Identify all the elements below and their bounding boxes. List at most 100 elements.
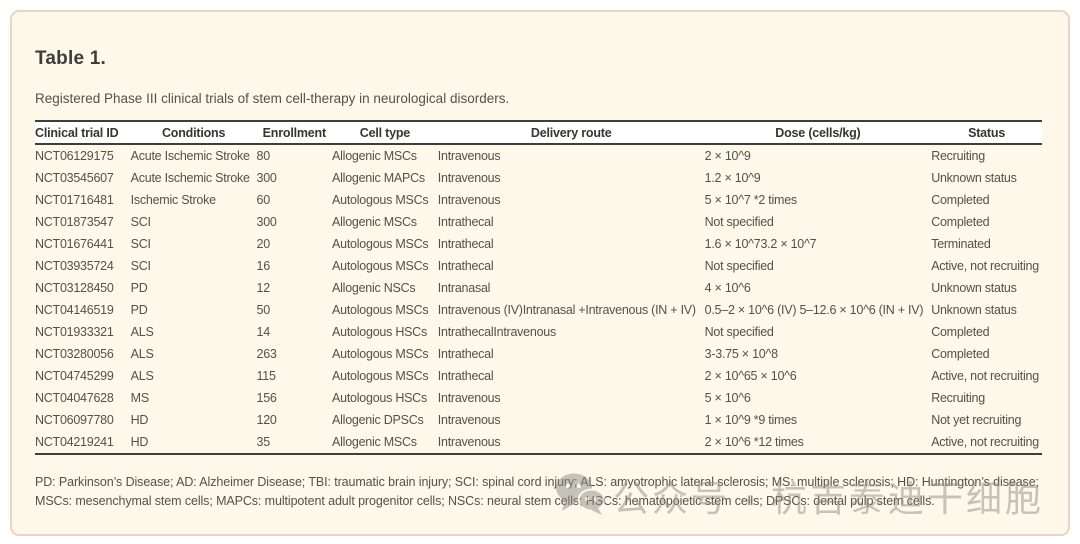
cell-delivery-route: Intranasal: [437, 281, 491, 295]
cell-dose: 0.5–2 × 10^6 (IV) 5–12.6 × 10^6 (IN + IV…: [704, 303, 924, 317]
cell-delivery-route: Intravenous: [437, 193, 501, 207]
cell-trial-id: NCT03280056: [35, 347, 114, 361]
cell-conditions: ALS: [130, 325, 154, 339]
cell-cell-type: Autologous HSCs: [332, 325, 427, 339]
table-row: NCT03280056 ALS 263 Autologous MSCs Intrathe…: [35, 343, 1042, 365]
cell-enrollment: 156: [256, 391, 277, 405]
cell-dose: 3-3.75 × 10^8: [704, 347, 778, 361]
cell-delivery-route: Intrathecal: [437, 369, 494, 383]
cell-delivery-route: Intrathecal: [437, 215, 494, 229]
cell-trial-id: NCT06097780: [35, 413, 114, 427]
cell-dose: 2 × 10^9: [704, 149, 751, 163]
cell-enrollment: 300: [256, 171, 277, 185]
cell-dose: 1 × 10^9 *9 times: [704, 413, 798, 427]
table-row: NCT03128450 PD 12 Allogenic NSCs Intranasal 4…: [35, 277, 1042, 299]
cell-enrollment: 50: [256, 303, 271, 317]
table-row: NCT04219241 HD 35 Allogenic MSCs Intravenous…: [35, 431, 1042, 455]
header-row: Clinical trial ID Conditions Enrollment …: [35, 120, 1042, 145]
cell-delivery-route: Intrathecal: [437, 237, 494, 251]
cell-conditions: SCI: [130, 215, 151, 229]
cell-dose: 2 × 10^65 × 10^6: [704, 369, 797, 383]
cell-trial-id: NCT04146519: [35, 303, 114, 317]
cell-cell-type: Allogenic MSCs: [332, 149, 417, 163]
cell-cell-type: Autologous HSCs: [332, 391, 427, 405]
table-header: Clinical trial ID Conditions Enrollment …: [35, 120, 1042, 145]
cell-status: Recruiting: [931, 391, 985, 405]
cell-delivery-route: Intrathecal: [437, 347, 494, 361]
table-footnote: PD: Parkinson’s Disease; AD: Alzheimer D…: [35, 475, 1039, 508]
cell-enrollment: 14: [256, 325, 271, 339]
cell-enrollment: 120: [256, 413, 277, 427]
cell-delivery-route: Intravenous: [437, 149, 501, 163]
cell-cell-type: Allogenic DPSCs: [332, 413, 424, 427]
col-header-cell-type: Cell type: [332, 120, 438, 145]
cell-status: Completed: [931, 215, 990, 229]
cell-enrollment: 35: [256, 431, 333, 455]
table-row: NCT01676441 SCI 20 Autologous MSCs Intrathec…: [35, 233, 1042, 255]
cell-conditions: PD: [130, 281, 148, 295]
cell-conditions: ALS: [130, 369, 154, 383]
cell-dose: 2 × 10^6 *12 times: [704, 431, 932, 455]
cell-conditions: HD: [130, 431, 257, 455]
table-title: Table 1.: [35, 48, 106, 69]
cell-status: Completed: [931, 193, 990, 207]
table-row: NCT04745299 ALS 115 Autologous MSCs Intrathe…: [35, 365, 1042, 387]
cell-dose: 4 × 10^6: [704, 281, 751, 295]
cell-status: Active, not recruiting: [931, 259, 1039, 273]
cell-delivery-route: Intrathecal: [437, 259, 494, 273]
cell-status: Not yet recruiting: [931, 413, 1022, 427]
cell-conditions: PD: [130, 303, 148, 317]
cell-dose: 5 × 10^7 *2 times: [704, 193, 798, 207]
cell-conditions: SCI: [130, 237, 151, 251]
cell-dose: Not specified: [704, 215, 774, 229]
table-body: NCT06129175 Acute Ischemic Stroke 80 Alloge…: [35, 144, 1042, 455]
table-row: NCT06097780 HD 120 Allogenic DPSCs Intraveno…: [35, 409, 1042, 431]
cell-conditions: SCI: [130, 259, 151, 273]
cell-dose: Not specified: [704, 325, 774, 339]
cell-delivery-route: Intravenous: [437, 391, 501, 405]
cell-status: Active, not recruiting: [931, 369, 1039, 383]
cell-status: Active, not recruiting: [931, 431, 1042, 455]
cell-enrollment: 16: [256, 259, 271, 273]
cell-delivery-route: Intravenous: [437, 431, 705, 455]
cell-conditions: ALS: [130, 347, 154, 361]
cell-trial-id: NCT06129175: [35, 149, 114, 163]
table-row: NCT06129175 Acute Ischemic Stroke 80 Alloge…: [35, 144, 1042, 167]
table-card: Table 1. Registered Phase III clinical t…: [10, 10, 1070, 536]
table-row: NCT04047628 MS 156 Autologous HSCs Intraveno…: [35, 387, 1042, 409]
table-row: NCT04146519 PD 50 Autologous MSCs Intravenou…: [35, 299, 1042, 321]
cell-dose: Not specified: [704, 259, 774, 273]
cell-enrollment: 263: [256, 347, 277, 361]
cell-status: Terminated: [931, 237, 991, 251]
cell-conditions: MS: [130, 391, 149, 405]
cell-trial-id: NCT03128450: [35, 281, 114, 295]
table-row: NCT01716481 Ischemic Stroke 60 Autologous M…: [35, 189, 1042, 211]
cell-trial-id: NCT01933321: [35, 325, 114, 339]
table-row: NCT03545607 Acute Ischemic Stroke 300 Allog…: [35, 167, 1042, 189]
cell-status: Completed: [931, 325, 990, 339]
cell-delivery-route: Intravenous: [437, 171, 501, 185]
cell-trial-id: NCT01873547: [35, 215, 114, 229]
col-header-status: Status: [931, 120, 1042, 145]
cell-cell-type: Autologous MSCs: [332, 303, 429, 317]
cell-cell-type: Autologous MSCs: [332, 347, 429, 361]
cell-cell-type: Allogenic MSCs: [332, 215, 417, 229]
cell-conditions: Acute Ischemic Stroke: [130, 149, 250, 163]
cell-cell-type: Allogenic MSCs: [332, 431, 438, 455]
col-header-delivery-route: Delivery route: [437, 120, 705, 145]
table-row: NCT01933321 ALS 14 Autologous HSCs Intrathec…: [35, 321, 1042, 343]
col-header-dose: Dose (cells/kg): [704, 120, 932, 145]
col-header-enrollment: Enrollment: [256, 120, 333, 145]
cell-status: Unknown status: [931, 171, 1017, 185]
table-row: NCT01873547 SCI 300 Allogenic MSCs Intrathec…: [35, 211, 1042, 233]
cell-conditions: Acute Ischemic Stroke: [130, 171, 250, 185]
card-content: Table 1. Registered Phase III clinical t…: [12, 12, 1068, 511]
cell-dose: 1.2 × 10^9: [704, 171, 761, 185]
cell-delivery-route: Intravenous: [437, 413, 501, 427]
cell-enrollment: 300: [256, 215, 277, 229]
cell-conditions: Ischemic Stroke: [130, 193, 216, 207]
cell-enrollment: 60: [256, 193, 271, 207]
cell-dose: 5 × 10^6: [704, 391, 751, 405]
cell-dose: 1.6 × 10^73.2 × 10^7: [704, 237, 817, 251]
table-caption: Registered Phase III clinical trials of …: [35, 91, 510, 106]
